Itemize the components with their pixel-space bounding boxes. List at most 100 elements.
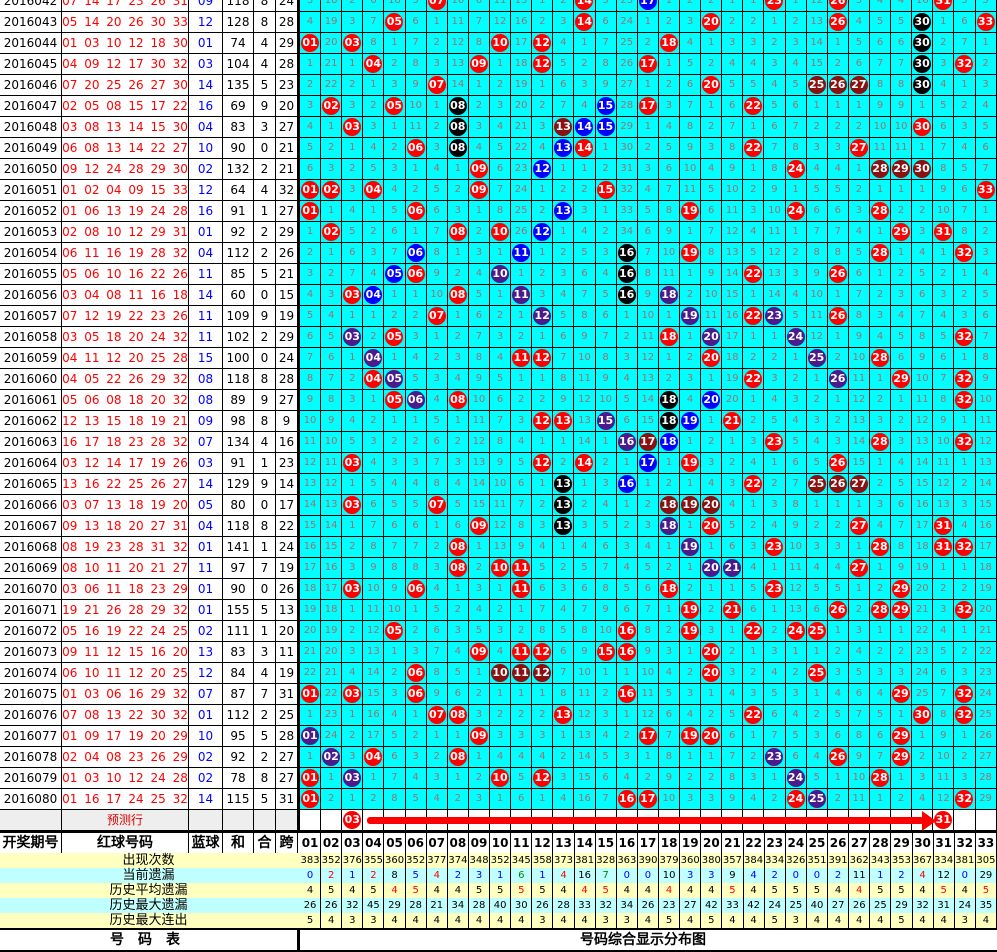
grid-cell: 3 — [468, 579, 490, 600]
grid-cell: 2 — [595, 222, 617, 243]
period-cell: 2016061 — [0, 390, 62, 411]
grid-cell: 5 — [426, 180, 448, 201]
kua-cell: 24 — [276, 348, 298, 369]
grid-cell: 29 — [891, 600, 913, 621]
red-number: 25 — [106, 78, 122, 92]
grid-cell: 4 — [827, 684, 849, 705]
grid-cell: 24 — [785, 789, 807, 810]
number-ball: 06 — [406, 139, 425, 157]
red-number: 22 — [150, 141, 166, 155]
prediction-cell[interactable] — [975, 810, 997, 831]
number-ball: 23 — [765, 307, 784, 325]
grid-cell: 5 — [933, 642, 955, 663]
grid-cell: 27 — [848, 75, 870, 96]
grid-cell: 4 — [785, 285, 807, 306]
grid-cell: 2 — [701, 54, 723, 75]
header-number-18: 18 — [659, 833, 681, 854]
grid-cell: 5 — [785, 432, 807, 453]
kua-cell: 23 — [276, 75, 298, 96]
stats-value: 4 — [553, 868, 575, 883]
grid-cell: 19 — [975, 579, 997, 600]
grid-cell: 05 — [384, 264, 406, 285]
number-ball: 08 — [448, 748, 467, 766]
red-number: 20 — [150, 393, 166, 407]
grid-cell: 2 — [532, 12, 554, 33]
grid-cell: 1 — [637, 75, 659, 96]
red-number: 10 — [106, 36, 122, 50]
stats-value: 4 — [955, 883, 976, 898]
number-ball: 01 — [301, 202, 319, 220]
kua-cell: 28 — [276, 726, 298, 747]
grid-cell: 25 — [806, 474, 828, 495]
number-ball: 20 — [702, 643, 721, 661]
header-number-21: 21 — [722, 833, 744, 854]
red-number: 28 — [172, 771, 188, 785]
number-ball: 13 — [554, 517, 573, 535]
red-number: 07 — [62, 708, 78, 722]
number-ball: 04 — [364, 370, 383, 388]
sum-cell: 92 — [223, 747, 254, 768]
grid-cell: 2 — [468, 768, 490, 789]
stats-value: 3 — [363, 913, 385, 928]
prediction-cell[interactable]: 03 — [342, 810, 364, 831]
grid-cell: 22 — [743, 306, 765, 327]
sum-cell: 134 — [223, 432, 254, 453]
grid-cell: 8 — [722, 768, 744, 789]
number-ball: 28 — [870, 769, 889, 787]
red-number: 33 — [172, 15, 188, 29]
he-cell: 8 — [254, 768, 276, 789]
distribution-row: 16 15 2 8 7 7 2 08 1 13 9 4 1 4 6 3 4 1 19 1 6 3 23 10 3 3 1 28 8 18 3… — [300, 537, 997, 558]
prediction-cell[interactable] — [300, 810, 322, 831]
grid-cell: 3 — [785, 33, 807, 54]
grid-cell: 3 — [954, 117, 976, 138]
sum-cell: 102 — [223, 327, 254, 348]
grid-cell: 13 — [321, 495, 343, 516]
grid-cell: 6 — [595, 768, 617, 789]
grid-cell: 9 — [553, 390, 575, 411]
red-number: 03 — [62, 288, 78, 302]
grid-cell: 7 — [848, 285, 870, 306]
grid-cell: 9 — [848, 327, 870, 348]
grid-cell: 5 — [743, 579, 765, 600]
prediction-cell[interactable]: 31 — [933, 810, 955, 831]
grid-cell: 11 — [975, 411, 997, 432]
grid-cell: 10 — [679, 159, 702, 180]
grid-cell: 14 — [637, 390, 659, 411]
grid-cell: 25 — [806, 621, 828, 642]
grid-cell: 5 — [426, 600, 448, 621]
number-ball: 04 — [364, 286, 383, 304]
grid-cell: 6 — [806, 201, 828, 222]
number-ball: 29 — [892, 685, 911, 703]
grid-cell: 20 — [701, 12, 723, 33]
grid-cell: 9 — [637, 285, 659, 306]
grid-cell: 1 — [342, 138, 364, 159]
prediction-cell[interactable] — [321, 810, 343, 831]
grid-cell: 13 — [553, 138, 575, 159]
number-ball: 26 — [828, 307, 847, 325]
number-ball: 22 — [744, 475, 763, 493]
grid-cell: 5 — [489, 138, 512, 159]
red-number: 19 — [128, 729, 144, 743]
grid-cell: 13 — [975, 453, 997, 474]
number-ball: 31 — [934, 517, 953, 535]
grid-cell: 5 — [679, 54, 702, 75]
red-number: 10 — [106, 225, 122, 239]
grid-cell: 09 — [468, 516, 490, 537]
number-ball: 11 — [512, 349, 531, 367]
grid-cell: 1 — [679, 474, 702, 495]
header-number-08: 08 — [448, 833, 469, 854]
kua-cell: 24 — [276, 537, 298, 558]
prediction-cell[interactable] — [954, 810, 976, 831]
grid-cell: 5 — [321, 327, 343, 348]
grid-cell: 21 — [321, 663, 343, 684]
grid-cell: 05 — [384, 12, 406, 33]
number-ball: 04 — [364, 55, 383, 73]
grid-cell: 6 — [616, 411, 638, 432]
stats-value: 16 — [575, 868, 596, 883]
grid-cell: 25 — [975, 705, 997, 726]
red-number: 24 — [150, 330, 166, 344]
blue-ball-cell: 11 — [189, 558, 223, 579]
header-number-15: 15 — [596, 833, 617, 854]
grid-cell: 19 — [679, 600, 702, 621]
grid-cell: 31 — [933, 222, 955, 243]
